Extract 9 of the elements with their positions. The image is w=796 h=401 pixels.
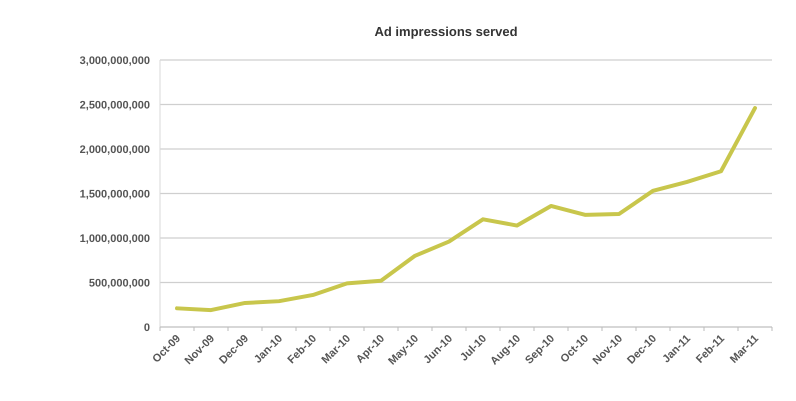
line-series: [175, 106, 757, 312]
y-tick-label: 0: [144, 322, 150, 334]
y-tick-label: 1,000,000,000: [80, 233, 150, 245]
chart-title: Ad impressions served: [374, 24, 518, 39]
y-tick-label: 3,000,000,000: [80, 55, 150, 67]
y-tick-label: 1,500,000,000: [80, 188, 150, 200]
y-tick-label: 2,500,000,000: [80, 100, 150, 112]
y-tick-label: 500,000,000: [88, 278, 150, 290]
y-tick-label: 2,000,000,000: [80, 144, 150, 156]
